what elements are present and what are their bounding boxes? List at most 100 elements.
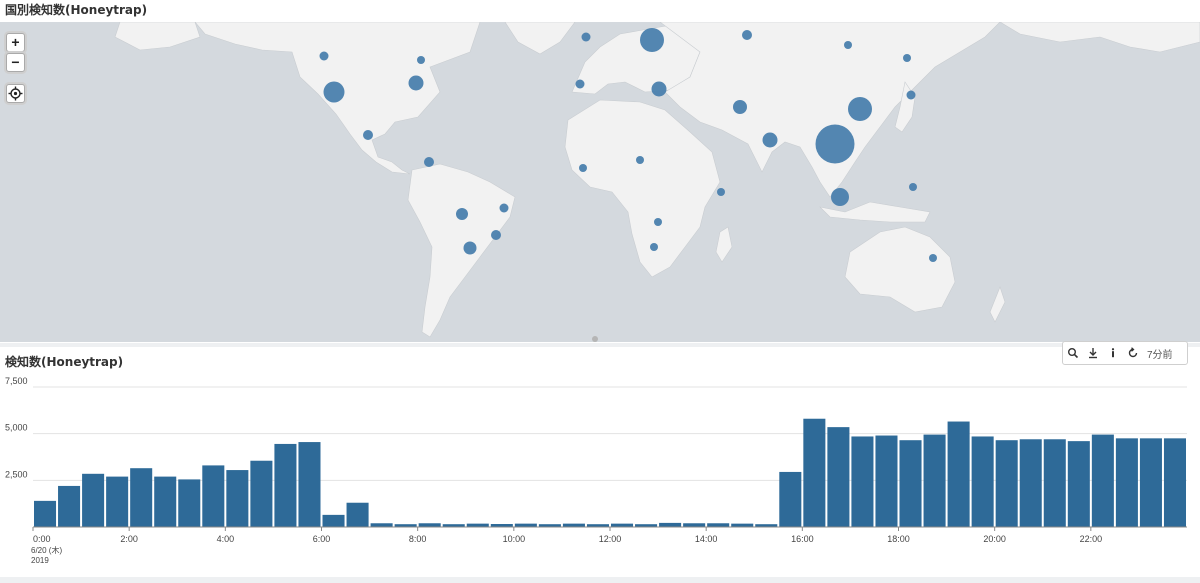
map-panel: 国別検知数(Honeytrap) — [0, 3, 1200, 342]
bubble — [499, 203, 509, 213]
bar — [418, 523, 441, 527]
bar — [394, 524, 417, 527]
asia — [659, 22, 1001, 198]
bubble — [581, 32, 591, 42]
alaska — [114, 22, 201, 51]
indonesia — [819, 201, 931, 223]
bar — [514, 523, 537, 527]
bubble — [408, 75, 424, 91]
world-map[interactable] — [0, 22, 1200, 342]
bubble — [463, 241, 477, 255]
bubble — [831, 188, 849, 206]
bubble — [575, 79, 585, 89]
far-east — [999, 22, 1200, 53]
y-tick-label: 5,000 — [5, 423, 28, 433]
bar — [154, 476, 177, 527]
bar — [1091, 434, 1114, 527]
bar — [755, 524, 778, 527]
australia — [844, 226, 956, 313]
map-panel-title: 国別検知数(Honeytrap) — [5, 3, 148, 17]
bar — [851, 436, 874, 527]
bar — [178, 479, 201, 527]
bubble — [424, 157, 434, 167]
x-date-label: 6/20 (木) — [31, 545, 62, 555]
bar — [683, 523, 706, 527]
x-tick-label: 16:00 — [791, 534, 814, 544]
info-icon[interactable] — [1103, 342, 1123, 364]
bubble — [717, 188, 725, 196]
x-tick-label: 8:00 — [409, 534, 427, 544]
bar — [322, 514, 345, 527]
bar — [82, 473, 105, 527]
bubble — [579, 164, 587, 172]
bar-chart[interactable]: 7,500 5,000 2,500 0:00 2:00 4:00 6:00 8:00 10:00… — [0, 347, 1200, 577]
greenland — [504, 22, 576, 55]
zoom-in-button[interactable]: + — [6, 33, 25, 52]
bar — [106, 476, 129, 527]
bar — [490, 524, 513, 527]
bar — [995, 440, 1018, 527]
bubble — [640, 28, 664, 52]
bubble — [815, 124, 855, 164]
new-zealand — [989, 286, 1006, 323]
x-tick-label: 14:00 — [695, 534, 718, 544]
bar — [538, 524, 561, 527]
bar — [923, 434, 946, 527]
x-tick-label: 4:00 — [217, 534, 235, 544]
refresh-icon[interactable] — [1123, 342, 1143, 364]
bar — [827, 427, 850, 527]
panel-divider — [0, 343, 1200, 347]
bar — [1067, 441, 1090, 527]
bar — [947, 421, 970, 527]
bar — [370, 523, 393, 527]
crosshair-icon — [8, 86, 23, 101]
bar — [466, 523, 489, 527]
bar — [779, 471, 802, 527]
bubble — [848, 97, 872, 121]
bubble — [844, 41, 852, 49]
bar — [58, 485, 81, 527]
download-icon[interactable] — [1083, 342, 1103, 364]
zoom-out-button[interactable]: − — [6, 53, 25, 72]
bar — [1019, 439, 1042, 527]
bar — [659, 522, 682, 527]
bubble — [742, 30, 752, 40]
x-tick-label: 12:00 — [599, 534, 622, 544]
resize-handle[interactable] — [592, 336, 598, 342]
bar — [202, 465, 225, 527]
bar — [1139, 438, 1162, 527]
y-tick-label: 7,500 — [5, 376, 28, 386]
bar — [1043, 439, 1066, 527]
x-tick-label: 2:00 — [120, 534, 138, 544]
bubble — [906, 90, 916, 100]
bubble — [650, 243, 658, 251]
y-tick-label: 2,500 — [5, 469, 28, 479]
bubble — [491, 230, 501, 240]
bar — [731, 523, 754, 527]
bar — [346, 502, 369, 527]
chart-toolbar: 7分前 — [1062, 341, 1188, 365]
locate-button[interactable] — [6, 84, 25, 103]
bar — [875, 435, 898, 527]
bar — [226, 470, 249, 527]
search-icon[interactable] — [1063, 342, 1083, 364]
bubble — [762, 132, 778, 148]
bar — [586, 524, 609, 527]
x-tick-label: 22:00 — [1080, 534, 1103, 544]
chart-panel: 検知数(Honeytrap) 7,500 5,000 2,500 0:00 2:00 4:… — [0, 347, 1200, 577]
bubble — [903, 54, 911, 62]
x-tick-label: 18:00 — [887, 534, 910, 544]
madagascar — [715, 226, 733, 263]
x-tick-label: 0:00 — [33, 534, 51, 544]
bubble — [654, 218, 662, 226]
bubble — [909, 183, 917, 191]
bar — [298, 442, 321, 527]
bar — [562, 523, 585, 527]
bar — [250, 460, 273, 527]
bar — [274, 443, 297, 527]
south-america — [407, 163, 516, 338]
bar — [130, 468, 153, 527]
bubble — [636, 156, 644, 164]
bubble — [323, 81, 345, 103]
bottom-divider — [0, 577, 1200, 583]
